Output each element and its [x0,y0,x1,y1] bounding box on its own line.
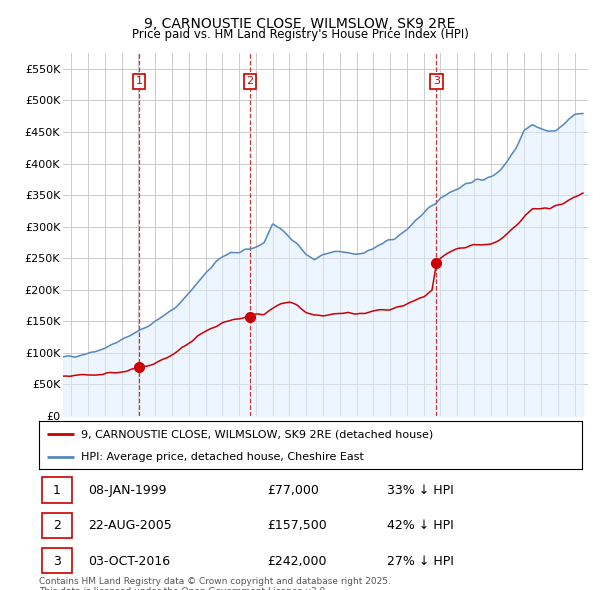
Text: HPI: Average price, detached house, Cheshire East: HPI: Average price, detached house, Ches… [82,453,364,463]
FancyBboxPatch shape [42,548,71,573]
FancyBboxPatch shape [42,477,71,503]
Text: 9, CARNOUSTIE CLOSE, WILMSLOW, SK9 2RE (detached house): 9, CARNOUSTIE CLOSE, WILMSLOW, SK9 2RE (… [82,429,434,439]
Text: 9, CARNOUSTIE CLOSE, WILMSLOW, SK9 2RE: 9, CARNOUSTIE CLOSE, WILMSLOW, SK9 2RE [145,17,455,31]
Text: 27% ↓ HPI: 27% ↓ HPI [386,555,454,568]
Text: 2: 2 [53,519,61,532]
Text: 08-JAN-1999: 08-JAN-1999 [88,484,166,497]
Text: Contains HM Land Registry data © Crown copyright and database right 2025.
This d: Contains HM Land Registry data © Crown c… [39,577,391,590]
Text: 22-AUG-2005: 22-AUG-2005 [88,519,172,532]
Text: 1: 1 [136,77,142,87]
Text: £157,500: £157,500 [267,519,327,532]
Text: 03-OCT-2016: 03-OCT-2016 [88,555,170,568]
Text: 1: 1 [53,484,61,497]
Text: Price paid vs. HM Land Registry's House Price Index (HPI): Price paid vs. HM Land Registry's House … [131,28,469,41]
Text: 42% ↓ HPI: 42% ↓ HPI [386,519,453,532]
Text: 2: 2 [246,77,253,87]
Text: £77,000: £77,000 [267,484,319,497]
FancyBboxPatch shape [42,513,71,538]
Text: 33% ↓ HPI: 33% ↓ HPI [386,484,453,497]
Text: £242,000: £242,000 [267,555,326,568]
Text: 3: 3 [433,77,440,87]
Text: 3: 3 [53,555,61,568]
